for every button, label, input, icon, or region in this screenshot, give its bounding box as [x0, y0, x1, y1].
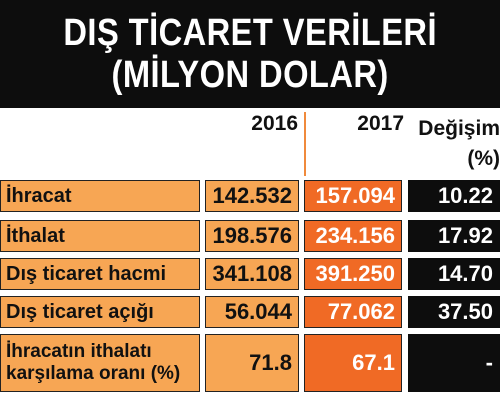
table-row-imports: İthalat 198.576 234.156 17.92 — [0, 220, 500, 252]
title-box: DIŞ TİCARET VERİLERİ (MİLYON DOLAR) — [0, 0, 500, 108]
row-label-line-1: İhracatın ithalatı — [6, 341, 152, 362]
row-label: İthalat — [0, 220, 200, 252]
value-2016: 198.576 — [205, 220, 299, 252]
value-2017: 391.250 — [304, 258, 402, 290]
header-divider — [304, 112, 306, 176]
value-2017: 77.062 — [304, 296, 402, 328]
value-change: 14.70 — [408, 258, 500, 290]
header-change: Değişim (%) — [408, 114, 500, 174]
value-2016: 71.8 — [205, 334, 299, 392]
value-2017: 67.1 — [304, 334, 402, 392]
value-change: 17.92 — [408, 220, 500, 252]
value-2016: 142.532 — [205, 180, 299, 212]
value-2016: 56.044 — [205, 296, 299, 328]
row-label: İhracatın ithalatı karşılama oranı (%) — [0, 334, 200, 392]
row-label-line-2: karşılama oranı (%) — [6, 363, 181, 384]
value-change: 37.50 — [408, 296, 500, 328]
header-change-unit: (%) — [467, 147, 500, 170]
table-row-trade-deficit: Dış ticaret açığı 56.044 77.062 37.50 — [0, 296, 500, 328]
header-2016: 2016 — [251, 112, 298, 135]
row-label: İhracat — [0, 180, 200, 212]
title-line-1: DIŞ TİCARET VERİLERİ — [63, 12, 437, 54]
value-2017: 234.156 — [304, 220, 402, 252]
table-row-exports: İhracat 142.532 157.094 10.22 — [0, 180, 500, 212]
header-change-label: Değişim — [418, 117, 500, 140]
title-line-2: (MİLYON DOLAR) — [111, 54, 389, 96]
row-label: Dış ticaret açığı — [0, 296, 200, 328]
table-row-trade-volume: Dış ticaret hacmi 341.108 391.250 14.70 — [0, 258, 500, 290]
row-label: Dış ticaret hacmi — [0, 258, 200, 290]
value-change: - — [408, 334, 500, 392]
value-2017: 157.094 — [304, 180, 402, 212]
header-2017: 2017 — [357, 112, 404, 135]
table-row-coverage-ratio: İhracatın ithalatı karşılama oranı (%) 7… — [0, 334, 500, 392]
value-2016: 341.108 — [205, 258, 299, 290]
value-change: 10.22 — [408, 180, 500, 212]
